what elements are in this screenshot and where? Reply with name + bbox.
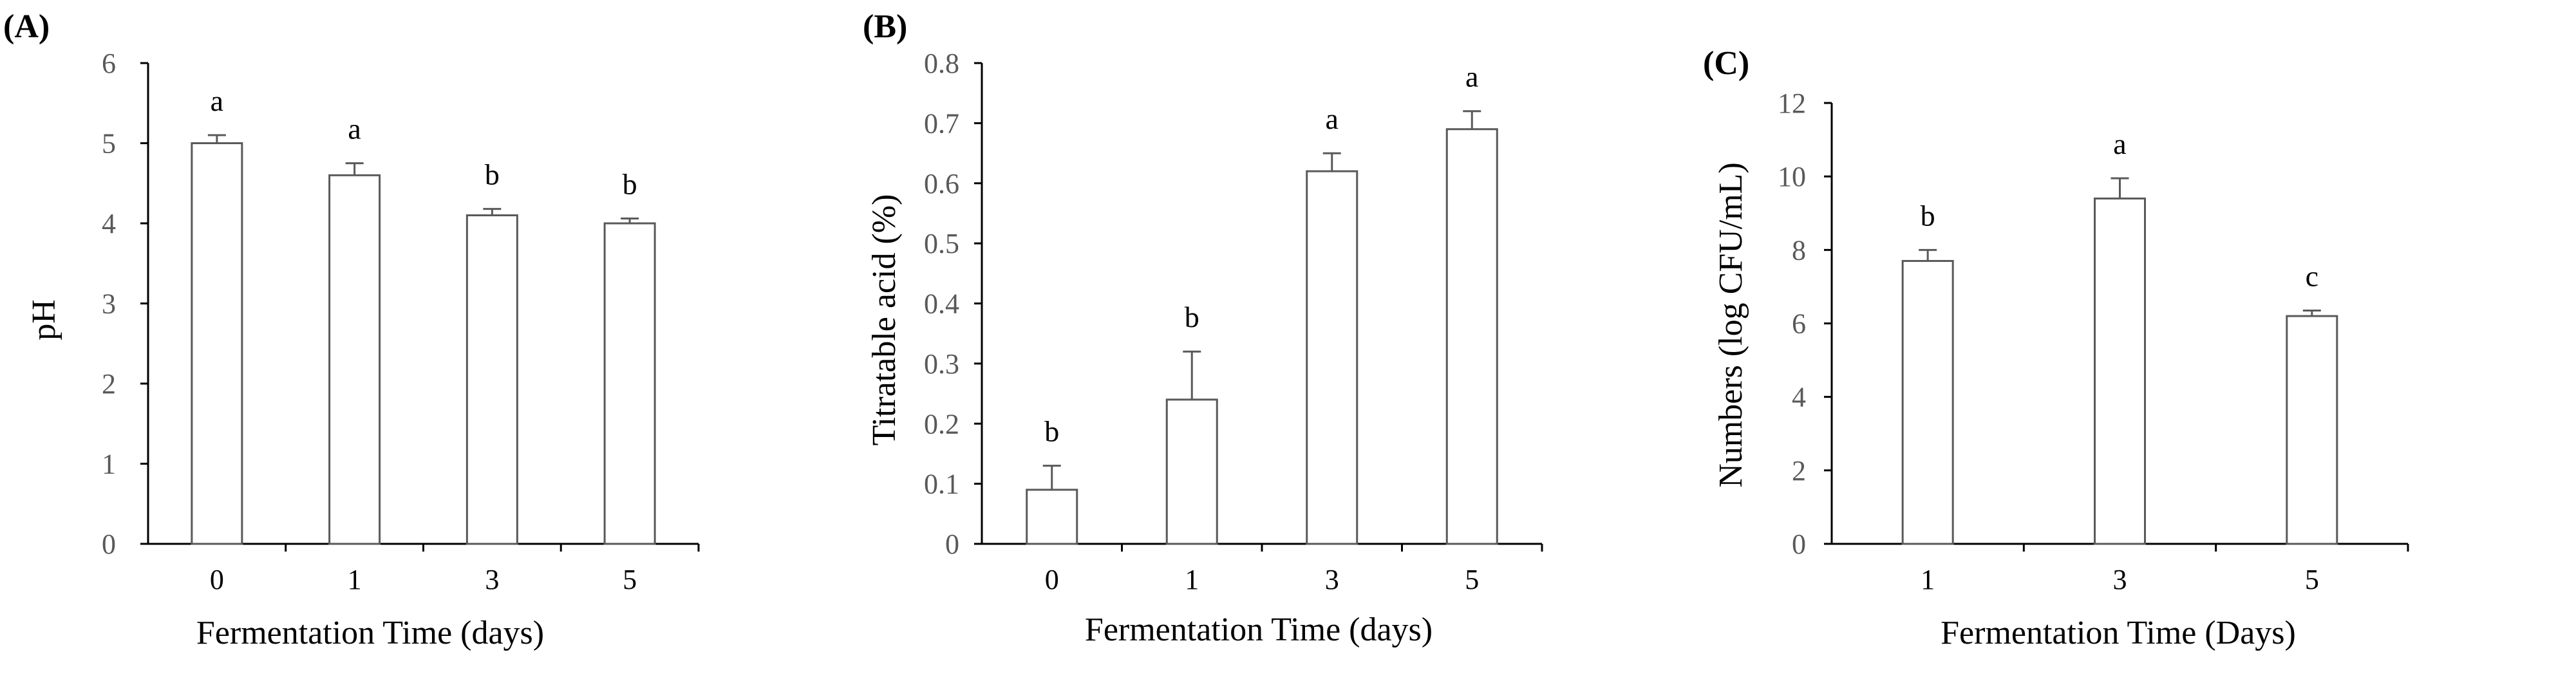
- panel-b: (B) Titratable acid (%) Fermentation Tim…: [863, 8, 1543, 648]
- panel-a-x-tick-label: 0: [210, 564, 224, 595]
- panel-c-y-tick-label: 0: [1792, 528, 1806, 560]
- panel-a-y-tick-label: 6: [102, 48, 116, 79]
- panel-b-bar: [1165, 398, 1218, 545]
- panel-b-y-tick-label: 0.1: [924, 469, 959, 500]
- panel-c-y-tick-label: 8: [1792, 234, 1806, 266]
- panel-a: (A) pH Fermentation Time (days) 0 1 2 3 4 5 6 a…: [3, 8, 700, 651]
- panel-c-x-axis-title: Fermentation Time (Days): [1941, 615, 2296, 651]
- panel-c-y-tick-label: 12: [1778, 88, 1806, 119]
- panel-c-x-tick-label: 5: [2305, 564, 2319, 595]
- panel-a-y-tick-label: 4: [102, 208, 116, 239]
- panel-a-y-axis-title: pH: [26, 299, 62, 340]
- panel-a-y-tick-label: 3: [102, 288, 116, 320]
- panel-c-bar: [2286, 315, 2338, 545]
- panel-a-significance-letter: a: [348, 113, 361, 145]
- panel-a-x-tick-label: 5: [623, 564, 637, 595]
- panel-a-y-tick-label: 2: [102, 368, 116, 400]
- panel-c-y-tick-label: 4: [1792, 382, 1806, 413]
- panel-c: (C) Numbers (log CFU/mL) Fermentation Ti…: [1703, 45, 2409, 651]
- panel-b-y-tick-label: 0: [945, 528, 959, 560]
- panel-b-y-tick-label: 0.3: [924, 348, 959, 380]
- panel-a-x-tick-label: 1: [348, 564, 362, 595]
- panel-a-significance-letter: a: [211, 84, 223, 117]
- panel-b-significance-letter: a: [1326, 102, 1339, 135]
- panel-a-label: (A): [3, 8, 50, 45]
- panel-a-bar: [465, 214, 518, 545]
- panel-a-significance-letter: b: [623, 168, 637, 201]
- panel-b-x-tick-label: 5: [1465, 564, 1479, 595]
- panel-b-x-tick-label: 1: [1185, 564, 1199, 595]
- panel-b-y-axis-title: Titratable acid (%): [866, 194, 903, 446]
- panel-b-x-axis-title: Fermentation Time (days): [1085, 611, 1433, 648]
- panel-b-y-tick-label: 0.8: [924, 48, 959, 79]
- panel-b-y-tick-label: 0.4: [924, 288, 959, 320]
- panel-b-x-tick-label: 3: [1325, 564, 1339, 595]
- panel-a-x-axis-title: Fermentation Time (days): [196, 615, 544, 651]
- panel-c-y-axis-title: Numbers (log CFU/mL): [1713, 162, 1749, 488]
- panel-c-y-tick-label: 2: [1792, 455, 1806, 487]
- panel-a-significance-letter: b: [485, 158, 500, 191]
- panel-b-significance-letter: b: [1185, 301, 1199, 333]
- panel-c-label: (C): [1703, 45, 1749, 82]
- panel-c-x-tick-label: 1: [1921, 564, 1935, 595]
- panel-a-bar: [191, 142, 243, 545]
- panel-b-y-tick-label: 0.7: [924, 107, 959, 139]
- panel-c-y-tick-label: 10: [1778, 161, 1806, 192]
- panel-b-y-tick-label: 0.2: [924, 408, 959, 440]
- panel-c-bar: [1901, 259, 1954, 545]
- panel-b-significance-letter: a: [1465, 60, 1478, 93]
- panel-c-y-tick-label: 6: [1792, 308, 1806, 340]
- panel-b-y-tick-label: 0.5: [924, 228, 959, 259]
- panel-c-significance-letter: c: [2306, 260, 2318, 293]
- panel-b-y-tick-label: 0.6: [924, 168, 959, 200]
- panel-a-y-tick-label: 0: [102, 528, 116, 560]
- panel-b-significance-letter: b: [1044, 415, 1059, 448]
- panel-a-x-tick-label: 3: [485, 564, 499, 595]
- panel-b-x-tick-label: 0: [1045, 564, 1059, 595]
- panel-c-bar: [2094, 197, 2146, 545]
- panel-b-bar: [1026, 488, 1078, 545]
- panel-c-x-tick-label: 3: [2113, 564, 2127, 595]
- panel-c-significance-letter: a: [2113, 127, 2126, 160]
- panel-a-bar: [603, 222, 656, 545]
- panel-a-y-tick-label: 1: [102, 449, 116, 480]
- panel-b-bar: [1306, 170, 1359, 545]
- panel-c-significance-letter: b: [1921, 199, 1935, 232]
- panel-a-bar: [328, 174, 381, 545]
- panel-b-label: (B): [863, 8, 907, 45]
- panel-b-bar: [1445, 128, 1498, 545]
- panel-a-y-tick-label: 5: [102, 128, 116, 160]
